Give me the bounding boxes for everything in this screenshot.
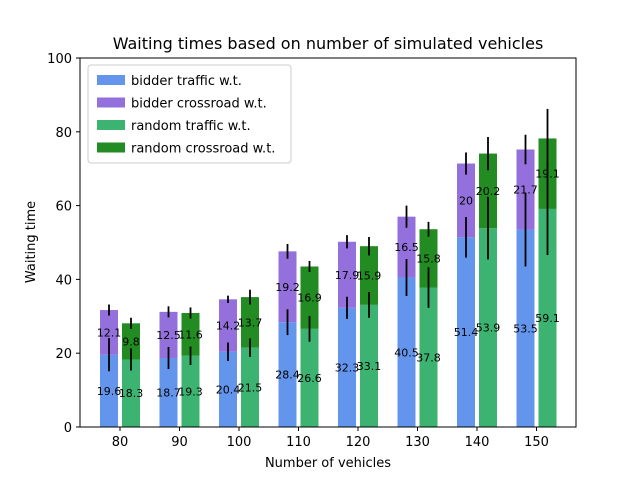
bar-value-label: 12.1	[97, 326, 122, 339]
bar-value-label: 40.5	[394, 346, 419, 359]
bar-value-label: 15.9	[357, 270, 382, 283]
bar-value-label: 59.1	[535, 312, 560, 325]
bar-random-traffic-w-t--140	[479, 228, 497, 427]
bar-value-label: 17.9	[335, 269, 360, 282]
y-tick-label: 20	[55, 347, 72, 362]
bar-value-label: 14.2	[216, 320, 241, 333]
x-tick-label: 90	[171, 435, 188, 450]
bar-value-label: 37.8	[416, 351, 441, 364]
bar-bidder-crossroad-w-t--120	[338, 241, 356, 308]
bar-value-label: 19.6	[97, 385, 122, 398]
bar-random-traffic-w-t--120	[360, 304, 378, 427]
legend: bidder traffic w.t. bidder crossroad w.t.…	[87, 64, 292, 164]
bar-random-traffic-w-t--150	[538, 208, 557, 427]
y-tick-label: 100	[47, 52, 72, 67]
bar-labels-layer: 19.6 12.1 18.3 9.8 18.7 12.5 19.3 11.6 20.4 14.2 2…	[97, 168, 560, 401]
bar-value-label: 20	[459, 194, 473, 207]
x-axis: 80 90 100 110 120 130 140 150	[112, 427, 549, 450]
bar-value-label: 11.6	[178, 328, 203, 341]
bar-random-crossroad-w-t--110	[300, 266, 319, 329]
bar-bidder-traffic-w-t--120	[338, 307, 356, 427]
bar-bidder-crossroad-w-t--130	[397, 216, 416, 278]
bar-value-label: 12.5	[156, 329, 181, 342]
x-tick-label: 80	[112, 435, 129, 450]
bar-bidder-traffic-w-t--80	[100, 354, 118, 427]
bar-random-crossroad-w-t--140	[479, 153, 497, 229]
bar-bidder-crossroad-w-t--80	[100, 310, 118, 355]
bar-bidder-traffic-w-t--110	[278, 322, 297, 427]
legend-label: bidder traffic w.t.	[131, 74, 242, 89]
bar-random-traffic-w-t--80	[122, 359, 140, 427]
bar-random-traffic-w-t--130	[419, 287, 438, 427]
bar-random-crossroad-w-t--130	[419, 229, 438, 288]
bar-value-label: 16.5	[394, 241, 419, 254]
x-tick-label: 130	[405, 435, 430, 450]
bar-value-label: 33.1	[357, 360, 382, 373]
legend-label: random traffic w.t.	[131, 119, 251, 134]
bar-random-crossroad-w-t--90	[181, 312, 200, 356]
y-tick-label: 60	[55, 200, 72, 215]
x-tick-label: 140	[465, 435, 490, 450]
bar-value-label: 53.9	[476, 322, 501, 335]
bar-value-label: 20.4	[216, 383, 241, 396]
bar-random-crossroad-w-t--120	[360, 246, 378, 305]
legend-swatch	[97, 97, 125, 108]
bar-bidder-crossroad-w-t--110	[278, 251, 297, 323]
bar-random-traffic-w-t--90	[181, 355, 200, 427]
bar-value-label: 19.2	[275, 281, 300, 294]
y-tick-label: 80	[55, 126, 72, 141]
bar-random-crossroad-w-t--80	[122, 323, 140, 360]
legend-label: random crossroad w.t.	[131, 142, 275, 157]
bar-bidder-traffic-w-t--140	[457, 237, 475, 427]
bar-value-label: 21.5	[238, 381, 263, 394]
plot-area-frame	[79, 57, 577, 428]
bar-bidder-crossroad-w-t--150	[516, 149, 535, 230]
bar-value-label: 18.7	[156, 386, 181, 399]
bar-value-label: 16.9	[297, 292, 322, 305]
bar-value-label: 26.6	[297, 372, 322, 385]
y-axis: 0 20 40 60 80 100	[47, 52, 80, 436]
x-tick-label: 100	[227, 435, 252, 450]
bar-bidder-traffic-w-t--130	[397, 277, 416, 427]
bar-value-label: 21.7	[513, 184, 538, 197]
x-tick-label: 120	[346, 435, 371, 450]
bar-value-label: 19.3	[178, 385, 203, 398]
x-tick-label: 150	[524, 435, 549, 450]
bar-value-label: 9.8	[122, 335, 140, 348]
y-tick-label: 40	[55, 273, 72, 288]
bar-bidder-crossroad-w-t--140	[457, 163, 475, 238]
x-tick-label: 110	[286, 435, 311, 450]
bar-value-label: 51.4	[454, 326, 479, 339]
bar-value-label: 19.1	[535, 168, 560, 181]
bar-random-traffic-w-t--110	[300, 328, 319, 427]
bar-bidder-traffic-w-t--100	[219, 351, 237, 427]
bar-random-traffic-w-t--100	[241, 347, 259, 427]
bar-bidder-traffic-w-t--90	[159, 357, 178, 427]
bar-value-label: 20.2	[476, 185, 501, 198]
bar-value-label: 18.3	[119, 387, 144, 400]
bar-value-label: 53.5	[513, 322, 538, 335]
legend-swatch	[97, 142, 125, 153]
bar-random-crossroad-w-t--100	[241, 297, 259, 348]
y-tick-label: 0	[64, 421, 72, 436]
bar-bidder-crossroad-w-t--100	[219, 299, 237, 352]
bar-value-label: 28.4	[275, 369, 300, 382]
bar-value-label: 32.3	[335, 361, 360, 374]
chart-title: Waiting times based on number of simulat…	[113, 34, 544, 53]
bar-bidder-traffic-w-t--150	[516, 229, 535, 427]
bar-value-label: 15.8	[416, 252, 441, 265]
x-axis-label: Number of vehicles	[265, 456, 391, 471]
bar-bidder-crossroad-w-t--90	[159, 311, 178, 358]
y-axis-label: Waiting time	[24, 201, 39, 283]
errorbars-layer	[108, 108, 549, 372]
bars-layer	[100, 138, 557, 427]
legend-box	[87, 64, 292, 164]
legend-swatch	[97, 120, 125, 130]
legend-label: bidder crossroad w.t.	[131, 97, 267, 112]
bar-value-label: 13.7	[238, 316, 263, 329]
legend-swatch	[97, 75, 125, 85]
